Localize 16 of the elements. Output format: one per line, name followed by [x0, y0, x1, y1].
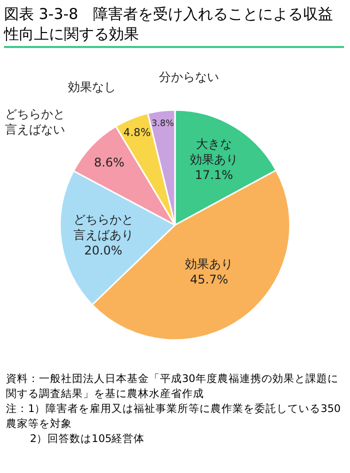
slice-label: どちらかと言えばあり: [73, 212, 134, 242]
data-label: 45.7%: [190, 272, 228, 286]
text: 注：1）障害者を雇用又は福祉事業所等に農作業を委託している350農家等を対象: [6, 402, 342, 432]
text: 資料：一般社団法人日本基金「平成30年度農福連携の効果と課題に関する調査結果」を基に農林水産省作成: [6, 372, 340, 402]
chart-title: 図表 3-3-8 障害者を受け入れることによる収益性向上に関する効果: [4, 4, 344, 48]
data-label: 8.6%: [94, 155, 124, 170]
data-label: 20.0%: [84, 244, 122, 258]
slice-label: 効果なし: [68, 80, 116, 94]
data-label: 3.8%: [152, 118, 174, 129]
text: 2）回答数は105経営体: [29, 432, 146, 447]
slice-label: どちらかと言えばない: [5, 107, 65, 137]
slice-label: 効果あり: [185, 256, 234, 271]
slice-label: 大きな効果あり: [190, 137, 238, 167]
data-label: 4.8%: [123, 126, 151, 140]
slice-label: 分からない: [159, 70, 219, 84]
data-label: 17.1%: [194, 168, 233, 182]
